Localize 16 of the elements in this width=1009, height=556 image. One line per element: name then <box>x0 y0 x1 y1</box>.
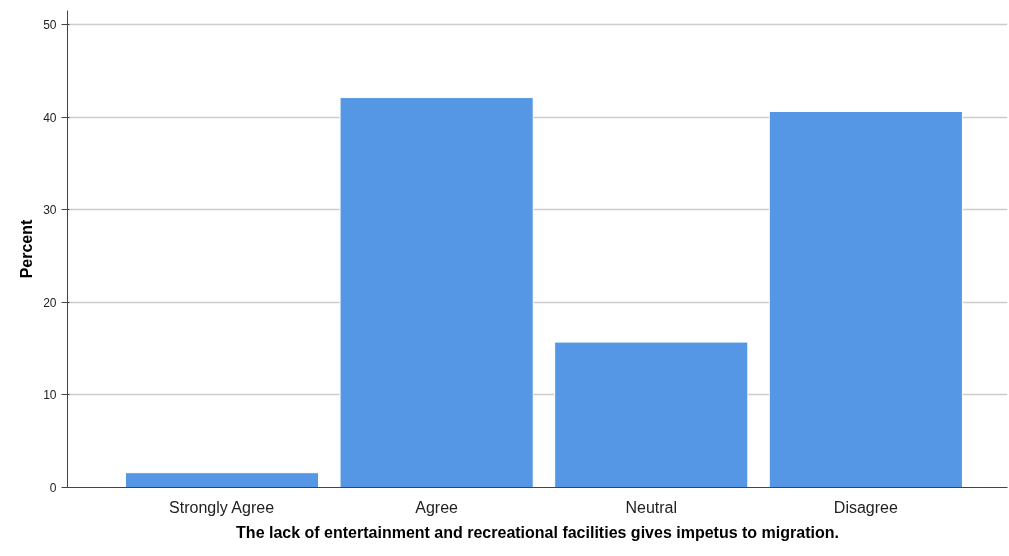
x-axis-title: The lack of entertainment and recreational facilities gives impetus to migration. <box>236 523 839 541</box>
y-tick-label: 40 <box>43 110 57 125</box>
bar <box>554 341 749 488</box>
y-tick-label: 0 <box>49 481 57 495</box>
y-tick-label: 50 <box>43 17 57 32</box>
x-tick-label: Neutral <box>625 498 678 516</box>
y-tick-label: 10 <box>43 388 57 403</box>
y-tick-label: 30 <box>43 203 57 218</box>
x-tick-label: Strongly Agree <box>169 498 275 516</box>
x-tick-label: Disagree <box>833 498 898 516</box>
x-tick-label: Agree <box>415 498 459 516</box>
bar <box>339 97 534 488</box>
bar <box>768 110 963 488</box>
y-axis-title: Percent <box>18 218 36 279</box>
bar <box>124 472 320 488</box>
y-tick-label: 20 <box>43 295 57 310</box>
